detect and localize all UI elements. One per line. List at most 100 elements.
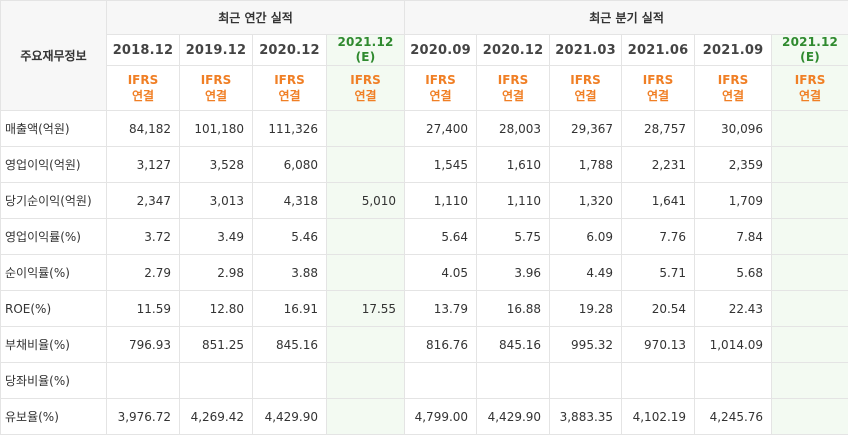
table-cell: 27,400 [404, 110, 478, 147]
table-cell: 16.91 [252, 290, 327, 327]
table-cell: 2,359 [694, 146, 773, 183]
period-header: 2021.09 [694, 34, 773, 66]
consolidated-label: 연결 [647, 89, 670, 103]
table-cell: 84,182 [106, 110, 180, 147]
table-cell: 2,347 [106, 182, 180, 219]
table-cell: 845.16 [252, 326, 327, 363]
period-label: 2020.12 [259, 42, 320, 58]
consolidated-label: 연결 [354, 89, 377, 103]
table-cell: 796.93 [106, 326, 180, 363]
table-cell: 3,013 [179, 182, 253, 219]
table-cell [771, 326, 848, 363]
table-row: 매출액(억원) 84,182 101,180 111,326 27,400 28,003 2… [0, 110, 848, 147]
table-cell [771, 218, 848, 255]
table-cell: 11.59 [106, 290, 180, 327]
table-row: 영업이익률(%) 3.72 3.49 5.46 5.64 5.75 6.09 7.76 7.84 [0, 218, 848, 255]
period-header: 2021.12 (E) [325, 34, 406, 66]
table-cell: 22.43 [694, 290, 773, 327]
table-cell: 7.84 [694, 218, 773, 255]
period-header: 2020.09 [404, 34, 478, 66]
table-cell [404, 362, 478, 399]
table-row: 영업이익(억원) 3,127 3,528 6,080 1,545 1,610 1,788 2,… [0, 146, 848, 183]
table-cell: 28,003 [476, 110, 551, 147]
consolidated-label: 연결 [502, 89, 525, 103]
ifrs-label: IFRS [642, 73, 674, 87]
table-cell: 995.32 [549, 326, 623, 363]
table-cell: 4,318 [252, 182, 327, 219]
table-cell: 13.79 [404, 290, 478, 327]
ifrs-label: IFRS [794, 73, 826, 87]
ifrs-consolidated-label: IFRS 연결 [252, 65, 327, 111]
table-cell: 20.54 [621, 290, 696, 327]
table-cell: 3,976.72 [106, 398, 180, 435]
table-cell: 5.71 [621, 254, 696, 291]
ifrs-label: IFRS [717, 73, 749, 87]
table-cell [252, 362, 327, 399]
table-cell: 4,245.76 [694, 398, 773, 435]
table-cell: 5.64 [404, 218, 478, 255]
ifrs-label: IFRS [425, 73, 456, 87]
table-cell: 16.88 [476, 290, 551, 327]
ifrs-consolidated-label: IFRS 연결 [549, 65, 623, 111]
period-header: 2019.12 [179, 34, 253, 66]
table-row: 유보율(%) 3,976.72 4,269.42 4,429.90 4,799.00 4,… [0, 398, 848, 435]
estimate-tag: (E) [355, 50, 376, 64]
annual-group-header: 최근 연간 실적 [105, 0, 406, 35]
ifrs-consolidated-label: IFRS 연결 [771, 65, 848, 111]
row-label: 당좌비율(%) [0, 362, 107, 399]
row-label: 부채비율(%) [0, 326, 107, 363]
table-cell: 4,799.00 [404, 398, 478, 435]
table-cell: 3.49 [179, 218, 253, 255]
table-cell [771, 290, 848, 327]
ifrs-consolidated-label: IFRS 연결 [476, 65, 551, 111]
table-cell: 1,610 [476, 146, 551, 183]
ifrs-consolidated-label: IFRS 연결 [179, 65, 253, 111]
table-cell: 1,788 [549, 146, 623, 183]
consolidated-label: 연결 [722, 89, 745, 103]
table-cell: 3.72 [106, 218, 180, 255]
table-cell: 1,320 [549, 182, 623, 219]
ifrs-consolidated-label: IFRS 연결 [404, 65, 478, 111]
table-cell: 1,014.09 [694, 326, 773, 363]
row-label: 영업이익률(%) [0, 218, 107, 255]
table-row: 당기순이익(억원) 2,347 3,013 4,318 5,010 1,110 1,110 1… [0, 182, 848, 219]
table-cell: 28,757 [621, 110, 696, 147]
period-header: 2021.06 [621, 34, 696, 66]
table-row: 당좌비율(%) [0, 362, 848, 399]
table-cell [325, 110, 406, 147]
table-cell: 111,326 [252, 110, 327, 147]
table-cell: 3.88 [252, 254, 327, 291]
table-cell: 1,545 [404, 146, 478, 183]
estimate-tag: (E) [800, 50, 820, 64]
table-cell: 6.09 [549, 218, 623, 255]
table-cell: 2.98 [179, 254, 253, 291]
table-cell: 816.76 [404, 326, 478, 363]
ifrs-consolidated-label: IFRS 연결 [106, 65, 180, 111]
consolidated-label: 연결 [131, 89, 155, 103]
ifrs-consolidated-label: IFRS 연결 [694, 65, 773, 111]
period-header: 2020.12 [252, 34, 327, 66]
quarter-group-header: 최근 분기 실적 [404, 0, 848, 35]
ifrs-label: IFRS [200, 73, 232, 87]
period-label: 2020.12 [482, 42, 544, 58]
period-label: 2021.09 [702, 42, 764, 58]
table-cell: 3,528 [179, 146, 253, 183]
row-label: 당기순이익(억원) [0, 182, 107, 219]
ifrs-label: IFRS [127, 73, 159, 87]
table-cell [325, 254, 406, 291]
row-label: ROE(%) [0, 290, 107, 327]
period-label: 2021.12 [782, 35, 839, 49]
table-cell: 4,102.19 [621, 398, 696, 435]
row-label: 영업이익(억원) [0, 146, 107, 183]
table-cell [325, 398, 406, 435]
table-cell [476, 362, 551, 399]
ifrs-label: IFRS [570, 73, 601, 87]
table-cell: 3,883.35 [549, 398, 623, 435]
table-cell [549, 362, 623, 399]
table-cell: 970.13 [621, 326, 696, 363]
period-label: 2021.03 [555, 42, 616, 58]
ifrs-label: IFRS [497, 73, 529, 87]
table-cell: 30,096 [694, 110, 773, 147]
table-cell: 29,367 [549, 110, 623, 147]
table-cell [694, 362, 773, 399]
